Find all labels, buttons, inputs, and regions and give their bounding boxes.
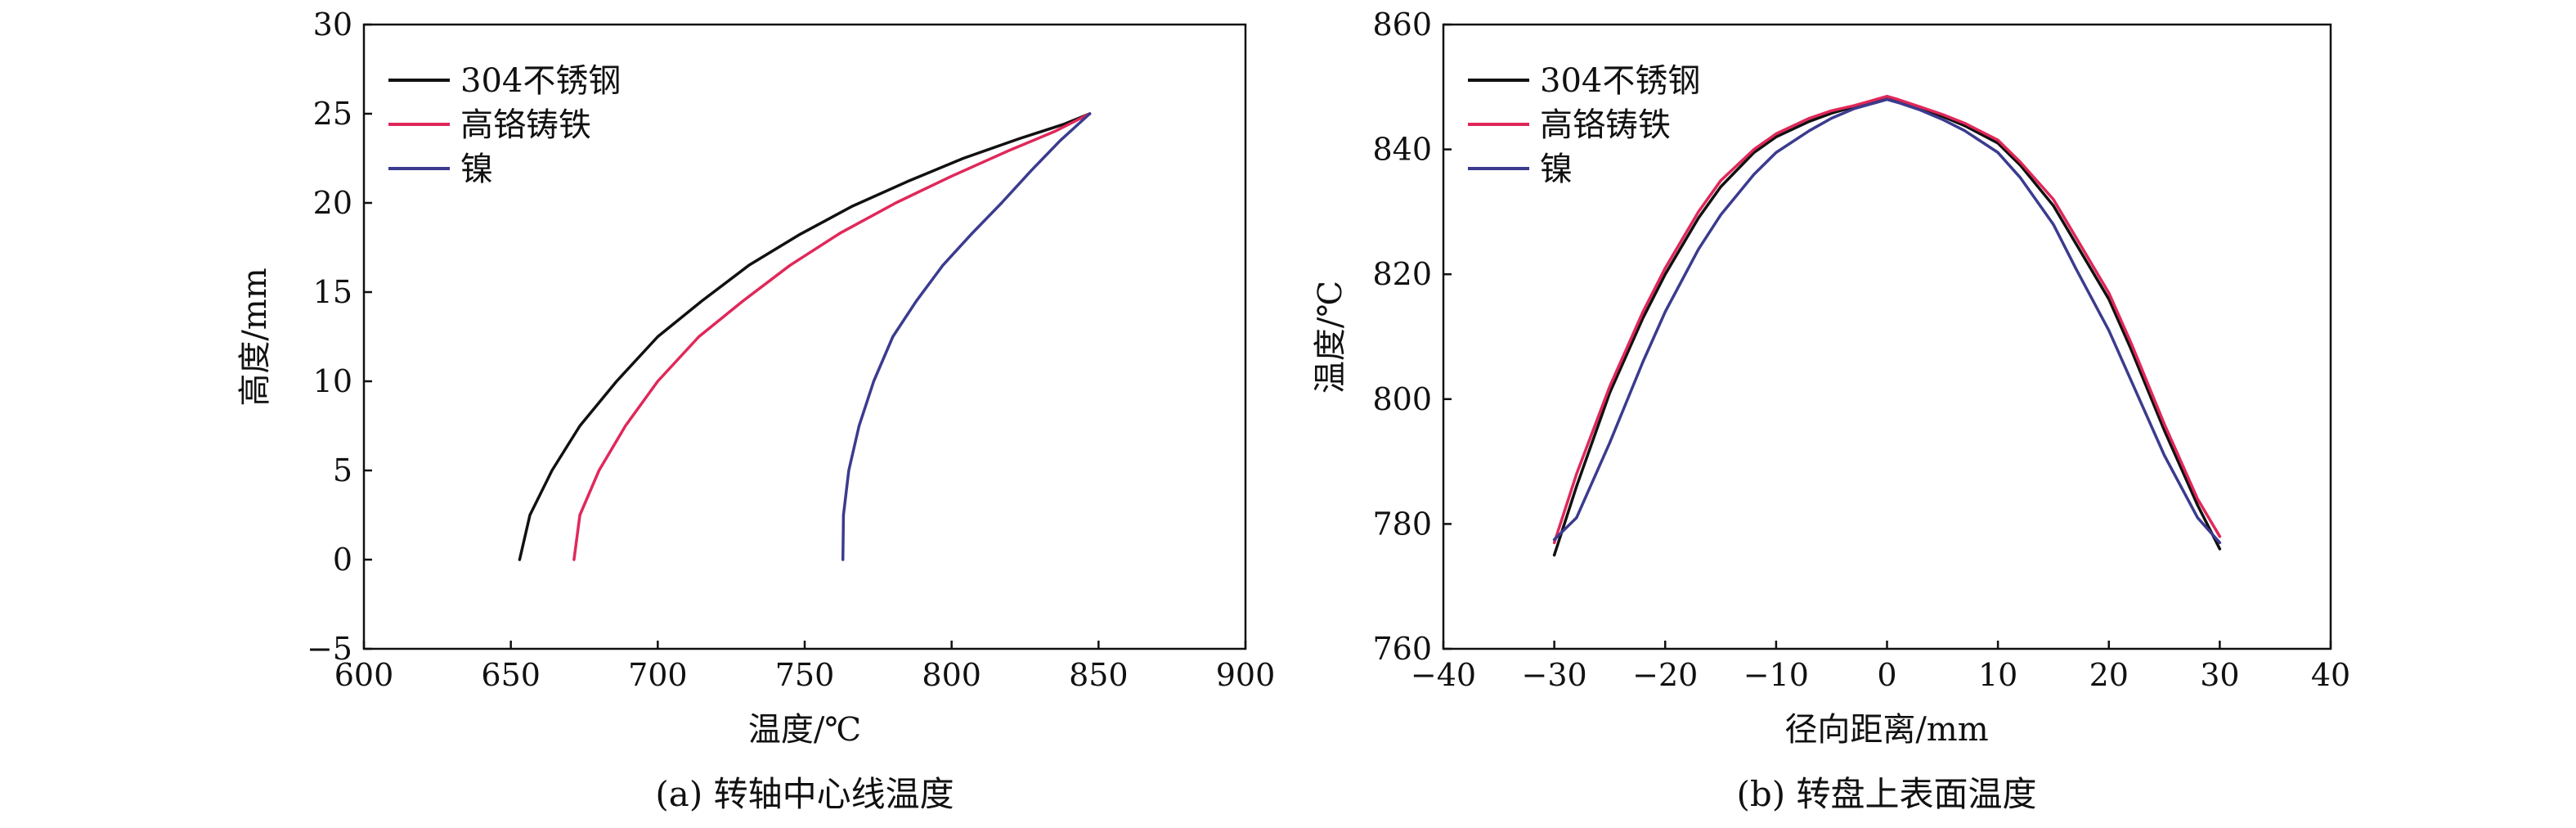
legend-label-1: 304不锈钢 <box>460 62 621 100</box>
x-axis-label-a: 温度/℃ <box>748 711 861 749</box>
x-tick-label: −10 <box>1744 657 1809 693</box>
series-line-3 <box>1552 97 2222 545</box>
y-tick-label: 780 <box>1372 506 1432 542</box>
y-tick-label: 840 <box>1372 132 1432 168</box>
legend-label-3: 镍 <box>1540 151 1573 188</box>
series-line-3 <box>841 112 1092 561</box>
x-tick-label: −30 <box>1522 657 1587 693</box>
x-tick-label: 850 <box>1069 657 1129 693</box>
y-axis-label-a: 高度/mm <box>236 268 274 406</box>
y-tick-label: 20 <box>313 185 352 221</box>
series-group-a <box>518 112 1092 561</box>
series-line-2 <box>1552 94 2222 545</box>
y-tick-label: −5 <box>307 631 352 667</box>
y-tick-label: 800 <box>1372 381 1432 417</box>
series-line-1 <box>1552 94 2222 557</box>
x-tick-label: 20 <box>2089 657 2129 693</box>
series-group-b <box>1552 94 2222 557</box>
x-tick-label: −40 <box>1411 657 1476 693</box>
x-tick-label: −20 <box>1632 657 1698 693</box>
x-tick-label: 40 <box>2311 657 2350 693</box>
x-ticks-a: 600 650 700 750 800 850 900 <box>334 641 1276 693</box>
legend-label-2: 高铬铸铁 <box>1540 106 1671 144</box>
y-tick-label: 860 <box>1372 7 1432 43</box>
y-tick-label: 820 <box>1372 256 1432 292</box>
y-ticks-a: −5 0 5 10 15 20 25 30 <box>307 7 372 667</box>
x-ticks-b: −40 −30 −20 −10 0 10 20 30 40 <box>1411 641 2350 693</box>
x-tick-label: 10 <box>1978 657 2017 693</box>
x-tick-label: 650 <box>481 657 541 693</box>
x-tick-label: 600 <box>334 657 394 693</box>
caption-b: (b) 转盘上表面温度 <box>1736 774 2036 814</box>
x-tick-label: 30 <box>2200 657 2239 693</box>
legend-label-1: 304不锈钢 <box>1540 62 1700 100</box>
y-tick-label: 30 <box>313 7 352 43</box>
y-tick-label: 15 <box>313 274 352 310</box>
x-axis-label-b: 径向距离/mm <box>1784 711 1988 749</box>
y-tick-label: 760 <box>1372 631 1432 667</box>
x-tick-label: 800 <box>922 657 981 693</box>
y-axis-label-b: 温度/℃ <box>1312 281 1349 394</box>
x-tick-label: 700 <box>628 657 688 693</box>
chart-b: −40 −30 −20 −10 0 10 20 30 40 760 780 800 820 840 860… <box>1312 7 2350 814</box>
chart-a: 600 650 700 750 800 850 900 −5 0 5 10 15 20 25 30 304… <box>236 7 1275 814</box>
y-tick-label: 10 <box>313 363 352 399</box>
x-tick-label: 0 <box>1877 657 1896 693</box>
legend-label-3: 镍 <box>460 151 493 188</box>
legend-label-2: 高铬铸铁 <box>460 106 591 144</box>
x-tick-label: 900 <box>1216 657 1276 693</box>
y-tick-label: 0 <box>333 542 352 578</box>
series-line-2 <box>572 112 1092 561</box>
y-tick-label: 5 <box>333 452 352 488</box>
y-tick-label: 25 <box>313 96 352 132</box>
y-ticks-b: 760 780 800 820 840 860 <box>1372 7 1452 667</box>
x-tick-label: 750 <box>775 657 835 693</box>
caption-a: (a) 转轴中心线温度 <box>655 774 954 814</box>
series-line-1 <box>518 112 1092 561</box>
